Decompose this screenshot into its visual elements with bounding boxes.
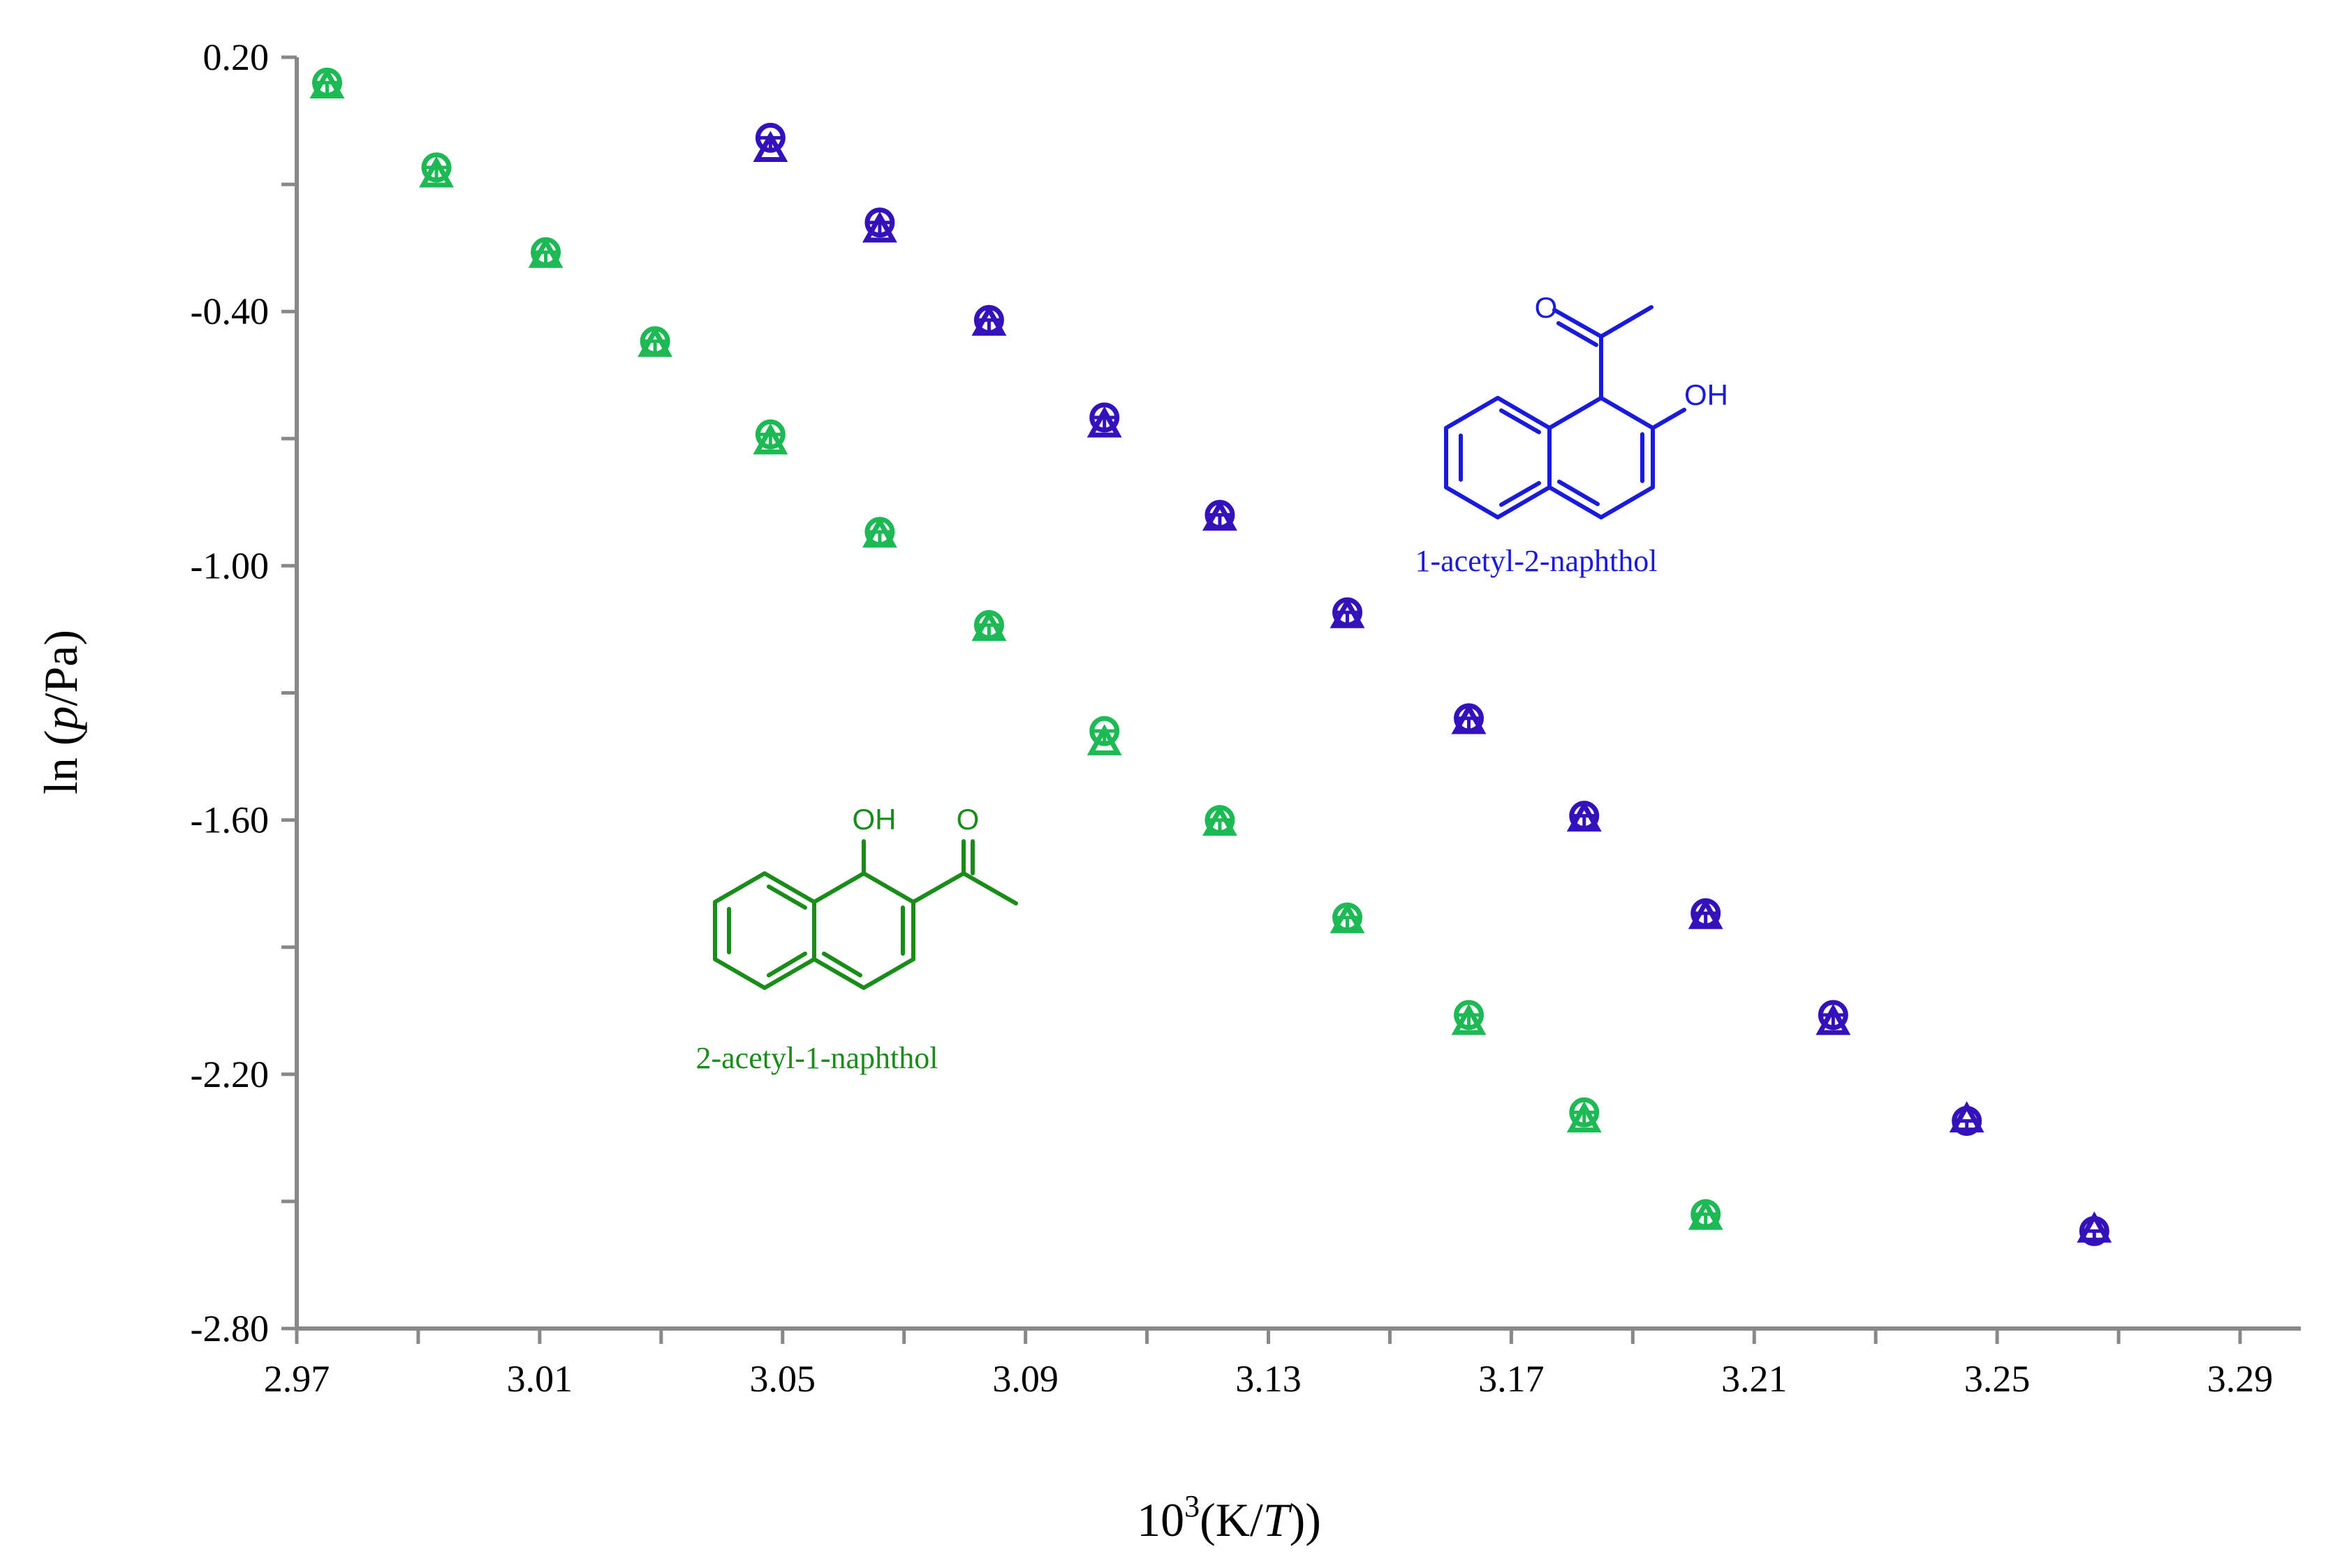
circle-cross (1571, 814, 1597, 829)
triangle-point (1815, 1003, 1851, 1035)
x-tick-label: 2.97 (264, 1358, 330, 1400)
annotation-2-acetyl-1-naphthol: 2-acetyl-1-naphthol (696, 1041, 938, 1075)
y-tick-label: -1.60 (191, 799, 269, 841)
circle-cross (1456, 716, 1482, 731)
circle-cross (424, 165, 450, 180)
circle-cross (976, 318, 1002, 333)
structure-1-acetyl-2-naphthol (1444, 305, 1686, 519)
carbonyl-oxygen-label: O (1535, 291, 1558, 324)
circle-cross (867, 530, 892, 545)
x-tick-label: 3.01 (507, 1358, 573, 1400)
triangle-point (1451, 1003, 1487, 1035)
circle-cross (2082, 1229, 2107, 1244)
series-2-acetyl-1-naphthol (309, 67, 1723, 1230)
naphthalene-right-ring (1547, 396, 1655, 519)
circle-cross (1334, 610, 1360, 626)
triangle-point (1087, 406, 1122, 438)
circle-cross (1334, 915, 1360, 931)
x-tick-label: 3.21 (1721, 1358, 1788, 1400)
circle-cross (1820, 1013, 1846, 1028)
circle-cross (1571, 1110, 1597, 1125)
annotation-1-acetyl-2-naphthol: 1-acetyl-2-naphthol (1415, 544, 1658, 578)
triangle-point (419, 156, 454, 188)
circle-cross (1207, 818, 1232, 833)
circle-cross (533, 250, 559, 265)
acetyl-bonds (911, 839, 1018, 905)
circle-cross (758, 135, 783, 151)
y-tick-label: -0.40 (191, 290, 269, 332)
structure-2-acetyl-1-naphthol (713, 839, 1018, 990)
triangle-point (753, 423, 788, 454)
hydroxyl-label: OH (853, 803, 897, 836)
circle-cross (1693, 1212, 1718, 1227)
circle-cross (1091, 415, 1117, 430)
x-tick-label: 3.17 (1478, 1358, 1545, 1400)
x-tick-label: 3.05 (750, 1358, 816, 1400)
circle-cross (1207, 513, 1232, 528)
y-tick-label: -2.20 (191, 1053, 269, 1095)
data-marks (309, 67, 2112, 1246)
circle-cross (314, 80, 340, 96)
circle-cross (642, 339, 668, 354)
triangle-point (1566, 1101, 1602, 1133)
x-tick-label: 3.13 (1235, 1358, 1302, 1400)
circle-cross (976, 623, 1002, 638)
hydroxyl-label: OH (1684, 378, 1728, 411)
x-tick-label: 3.25 (1964, 1358, 2031, 1400)
circle-cross (758, 432, 783, 448)
series-1-acetyl-2-naphthol (753, 122, 2112, 1246)
circle-cross (1456, 1013, 1482, 1028)
carbonyl-oxygen-label: O (957, 803, 980, 836)
inner-double-bonds (1459, 408, 1644, 507)
x-axis-title: 103(K/T)) (1137, 1489, 1321, 1546)
circle-cross (1954, 1119, 1980, 1134)
y-axis-title: ln (p/Pa) (34, 630, 87, 794)
y-tick-label: -1.00 (191, 545, 269, 586)
x-axis: 2.97 3.01 3.05 3.09 3.13 3.17 3.21 3.25 3.29 (264, 1326, 2301, 1400)
x-tick-label: 3.29 (2207, 1358, 2274, 1400)
circle-cross (867, 221, 892, 235)
hydroxyl-bond (1651, 408, 1686, 430)
y-tick-label: -2.80 (191, 1308, 269, 1349)
naphthalene-right-ring (812, 871, 915, 990)
acetyl-bonds (1552, 305, 1653, 400)
inner-double-bonds (727, 885, 905, 977)
circle-cross (1693, 911, 1718, 926)
x-tick-label: 3.09 (992, 1358, 1059, 1400)
triangle-point (862, 211, 897, 243)
y-axis: 0.20 -0.40 -1.00 -1.60 -2.20 -2.80 (191, 36, 299, 1349)
y-tick-label: 0.20 (203, 36, 270, 78)
circle-cross (1091, 729, 1117, 744)
